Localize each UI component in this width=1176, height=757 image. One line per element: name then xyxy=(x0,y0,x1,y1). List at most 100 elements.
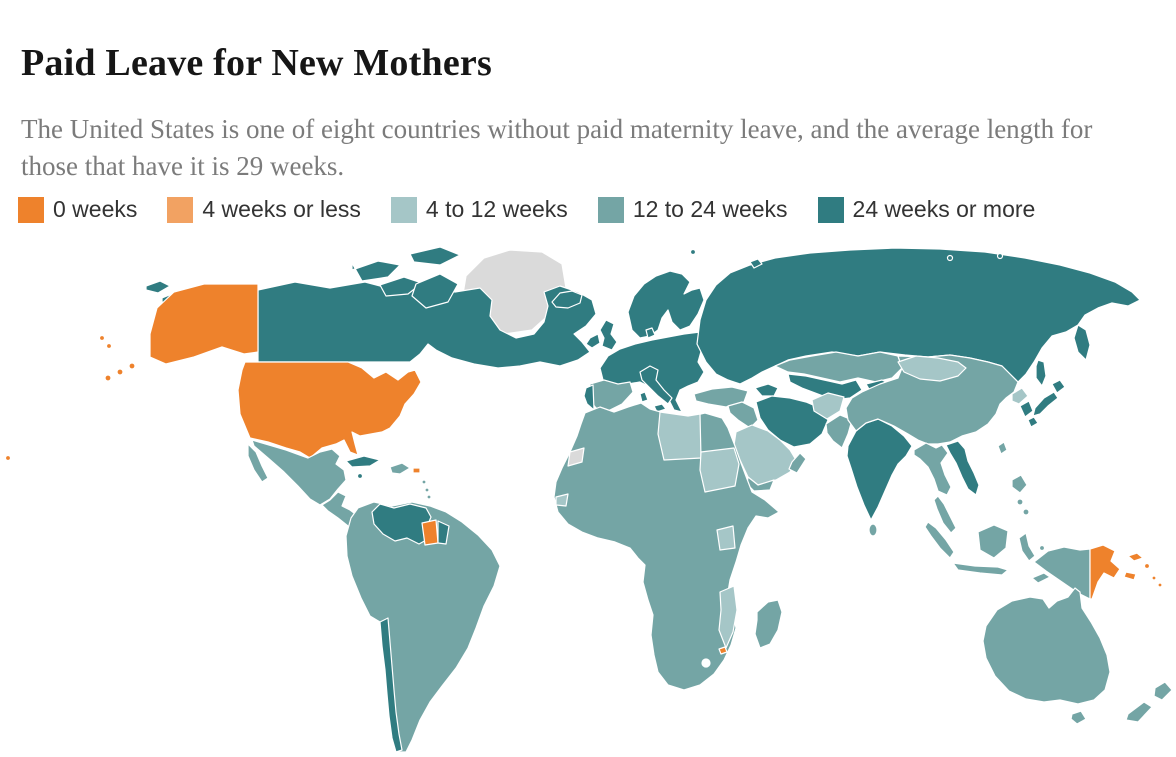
country-denmark[interactable] xyxy=(645,327,656,339)
country-australia[interactable] xyxy=(982,587,1111,705)
country-svalbard[interactable] xyxy=(689,248,697,256)
country-lesser-antilles[interactable] xyxy=(421,479,427,485)
page-subtitle: The United States is one of eight countr… xyxy=(21,114,1093,181)
country-china[interactable] xyxy=(845,354,1019,445)
country-afghanistan[interactable] xyxy=(811,392,845,420)
country-aleutian-island[interactable] xyxy=(105,342,113,350)
country-moluccas[interactable] xyxy=(1038,544,1046,552)
country-eswatini[interactable] xyxy=(718,646,728,655)
country-arctic-island[interactable] xyxy=(946,254,954,262)
country-arctic-island[interactable] xyxy=(996,252,1004,260)
country-french-guiana[interactable] xyxy=(437,520,450,545)
country-italy[interactable] xyxy=(639,365,673,405)
country-vietnam[interactable] xyxy=(945,440,980,496)
page-title: Paid Leave for New Mothers xyxy=(21,42,492,85)
country-philippines[interactable] xyxy=(1022,508,1030,516)
country-kazakhstan[interactable] xyxy=(774,351,903,383)
country-png-island[interactable] xyxy=(1127,552,1144,562)
country-java[interactable] xyxy=(952,562,1009,576)
country-baja-california[interactable] xyxy=(247,443,269,483)
country-india[interactable] xyxy=(846,418,913,521)
country-iceland[interactable] xyxy=(551,290,583,309)
country-united-kingdom[interactable] xyxy=(599,319,618,351)
country-sicily[interactable] xyxy=(653,403,667,413)
country-ireland[interactable] xyxy=(585,333,601,349)
country-guinea-bissau[interactable] xyxy=(555,493,569,507)
country-caucasus[interactable] xyxy=(754,383,779,397)
country-mozambique[interactable] xyxy=(718,585,738,649)
country-novaya-zemlya[interactable] xyxy=(749,258,763,269)
country-malay-peninsula[interactable] xyxy=(933,495,957,534)
country-new-zealand-south[interactable] xyxy=(1125,701,1153,723)
country-solomon-island[interactable] xyxy=(1151,575,1157,581)
country-papua-new-guinea[interactable] xyxy=(1089,544,1121,600)
country-scandinavia[interactable] xyxy=(627,270,705,339)
country-sumatra[interactable] xyxy=(924,521,955,559)
country-kamchatka[interactable] xyxy=(1073,324,1091,361)
country-suriname[interactable] xyxy=(421,519,439,546)
country-canada[interactable] xyxy=(257,281,597,369)
country-lesser-antilles[interactable] xyxy=(426,494,432,500)
country-solomon-island[interactable] xyxy=(1157,582,1163,588)
country-libya[interactable] xyxy=(657,411,702,461)
country-tasmania[interactable] xyxy=(1070,710,1087,725)
country-pakistan[interactable] xyxy=(825,414,853,449)
country-chile[interactable] xyxy=(379,617,403,753)
country-puerto-rico[interactable] xyxy=(412,467,421,474)
country-sakhalin[interactable] xyxy=(1035,359,1047,387)
country-turkey[interactable] xyxy=(693,386,749,408)
country-timor[interactable] xyxy=(1031,572,1051,584)
country-aleutian-island[interactable] xyxy=(98,334,106,342)
country-uzbekistan-turkmenistan[interactable] xyxy=(787,373,863,401)
country-aleutian-island[interactable] xyxy=(116,368,124,376)
country-borneo[interactable] xyxy=(977,524,1009,559)
legend-swatch-4-weeks-or-less xyxy=(167,196,194,223)
country-jamaica[interactable] xyxy=(356,472,364,480)
country-west-new-guinea[interactable] xyxy=(1033,546,1091,600)
country-mongolia[interactable] xyxy=(897,355,967,382)
legend-swatch-0-weeks xyxy=(18,196,44,223)
legend-label: 0 weeks xyxy=(53,196,138,222)
country-western-sahara[interactable] xyxy=(567,447,585,467)
country-lesser-antilles[interactable] xyxy=(424,487,430,493)
country-portugal[interactable] xyxy=(583,384,595,411)
country-philippines[interactable] xyxy=(1011,474,1028,494)
country-south-america[interactable] xyxy=(345,501,501,753)
country-canada-west-island[interactable] xyxy=(145,280,171,294)
country-sardinia[interactable] xyxy=(639,391,649,403)
country-mexico[interactable] xyxy=(251,439,347,506)
country-north-korea[interactable] xyxy=(1011,387,1029,405)
country-madagascar[interactable] xyxy=(754,599,783,649)
country-pacific-territory[interactable] xyxy=(4,454,12,462)
country-japan[interactable] xyxy=(1027,416,1039,428)
country-united-states[interactable] xyxy=(237,361,422,459)
country-baffin-island[interactable] xyxy=(411,273,459,309)
country-cuba[interactable] xyxy=(345,455,381,468)
country-japan[interactable] xyxy=(1051,379,1066,394)
country-south-korea[interactable] xyxy=(1019,400,1034,418)
country-sudan[interactable] xyxy=(699,447,740,493)
country-taiwan[interactable] xyxy=(997,441,1008,455)
legend-label: 24 weeks or more xyxy=(852,196,1036,222)
country-russia[interactable] xyxy=(696,247,1141,385)
country-aleutian-island[interactable] xyxy=(104,374,112,382)
country-sri-lanka[interactable] xyxy=(868,523,878,537)
country-spain[interactable] xyxy=(587,379,634,412)
country-philippines[interactable] xyxy=(1016,498,1024,506)
country-canada-arctic-island[interactable] xyxy=(351,260,401,282)
country-japan[interactable] xyxy=(1032,391,1059,417)
country-uganda[interactable] xyxy=(716,525,736,551)
country-sulawesi[interactable] xyxy=(1018,532,1036,562)
country-mainland-southeast-asia[interactable] xyxy=(913,442,952,496)
country-hispaniola[interactable] xyxy=(389,462,411,475)
country-iraq-syria[interactable] xyxy=(727,401,759,429)
country-new-zealand-north[interactable] xyxy=(1153,681,1173,701)
country-lesotho[interactable] xyxy=(701,658,711,668)
country-png-island[interactable] xyxy=(1123,571,1137,581)
country-alaska[interactable] xyxy=(149,283,259,365)
country-aleutian-island[interactable] xyxy=(128,362,136,370)
country-oman[interactable] xyxy=(788,452,807,474)
country-png-island[interactable] xyxy=(1143,562,1151,570)
country-canada-arctic-island[interactable] xyxy=(409,246,461,266)
country-iran[interactable] xyxy=(755,395,829,448)
